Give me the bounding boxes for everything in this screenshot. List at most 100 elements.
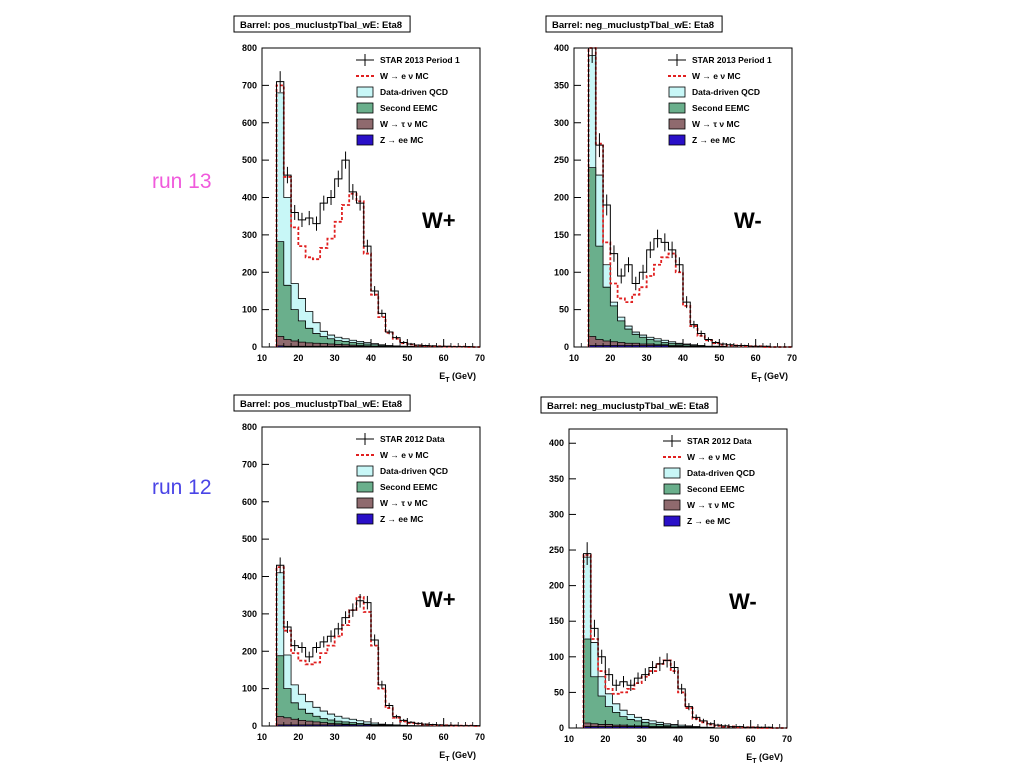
x-tick-label: 40 — [673, 734, 683, 744]
legend-label-qcd: Data-driven QCD — [692, 87, 760, 97]
big-w-label: W+ — [422, 208, 456, 233]
title-box — [540, 396, 718, 414]
legend-label-qcd: Data-driven QCD — [687, 468, 755, 478]
title-box — [233, 15, 411, 33]
y-tick-label: 350 — [549, 474, 564, 484]
x-tick-label: 10 — [257, 732, 267, 742]
x-axis-label: ET (GeV) — [751, 371, 788, 384]
y-tick-label: 50 — [554, 687, 564, 697]
legend-label-tau: W → τ ν MC — [692, 119, 740, 129]
x-axis-label: ET (GeV) — [746, 752, 783, 765]
legend-swatch-eemc — [356, 481, 374, 493]
x-tick-label: 30 — [330, 732, 340, 742]
x-tick-label: 50 — [714, 353, 724, 363]
x-tick-label: 50 — [402, 732, 412, 742]
legend-swatch-qcd — [663, 467, 681, 479]
legend-label-data: STAR 2012 Data — [687, 436, 752, 446]
y-tick-label: 0 — [559, 723, 564, 733]
chart-title: Barrel: neg_muclustpTbal_wE: Eta8 — [547, 401, 709, 412]
chart-title: Barrel: neg_muclustpTbal_wE: Eta8 — [552, 20, 714, 31]
x-tick-label: 70 — [787, 353, 797, 363]
legend-swatch-eemc — [668, 102, 686, 114]
y-tick-label: 200 — [242, 646, 257, 656]
legend-label-zee: Z → ee MC — [687, 516, 730, 526]
y-tick-label: 400 — [549, 438, 564, 448]
run-label-12: run 12 — [152, 476, 212, 499]
legend-label-qcd: Data-driven QCD — [380, 466, 448, 476]
y-tick-label: 100 — [242, 305, 257, 315]
legend-label-data: STAR 2013 Period 1 — [692, 55, 772, 65]
histogram-neg-run13: Barrel: neg_muclustpTbal_wE: Eta8 10 20 30 4… — [545, 15, 797, 384]
big-w-label: W+ — [422, 587, 456, 612]
legend-swatch-eemc — [356, 102, 374, 114]
legend-label-eemc: Second EEMC — [380, 482, 438, 492]
y-tick-label: 200 — [554, 193, 569, 203]
legend-label-eemc: Second EEMC — [687, 484, 745, 494]
legend-swatch-qcd — [356, 86, 374, 98]
legend-swatch-zee — [668, 134, 686, 146]
legend-label-zee: Z → ee MC — [380, 135, 423, 145]
y-tick-label: 400 — [242, 572, 257, 582]
y-tick-label: 0 — [564, 342, 569, 352]
y-tick-label: 200 — [242, 267, 257, 277]
x-tick-label: 40 — [366, 732, 376, 742]
y-tick-label: 0 — [252, 721, 257, 731]
y-tick-label: 700 — [242, 459, 257, 469]
y-tick-label: 350 — [554, 80, 569, 90]
legend-swatch-tau — [356, 118, 374, 130]
legend-label-signal_mc: W → e ν MC — [687, 452, 736, 462]
histogram-pos-run13: Barrel: pos_muclustpTbal_wE: Eta8 10 20 30 4… — [233, 15, 485, 384]
legend-label-signal_mc: W → e ν MC — [692, 71, 741, 81]
y-tick-label: 100 — [242, 684, 257, 694]
legend-swatch-tau — [663, 499, 681, 511]
plot-frame — [261, 426, 481, 727]
y-tick-label: 600 — [242, 497, 257, 507]
x-tick-label: 40 — [366, 353, 376, 363]
x-axis-label: ET (GeV) — [439, 371, 476, 384]
title-box — [233, 394, 411, 412]
x-tick-label: 20 — [600, 734, 610, 744]
y-tick-label: 500 — [242, 534, 257, 544]
x-tick-label: 60 — [746, 734, 756, 744]
y-tick-label: 800 — [242, 43, 257, 53]
y-tick-label: 0 — [252, 342, 257, 352]
y-tick-label: 250 — [554, 155, 569, 165]
x-tick-label: 60 — [751, 353, 761, 363]
x-tick-label: 10 — [569, 353, 579, 363]
signal-mc-line — [582, 554, 787, 729]
legend-label-zee: Z → ee MC — [692, 135, 735, 145]
x-tick-label: 70 — [475, 732, 485, 742]
legend-label-tau: W → τ ν MC — [380, 498, 428, 508]
chart-title: Barrel: pos_muclustpTbal_wE: Eta8 — [240, 399, 402, 410]
legend-label-signal_mc: W → e ν MC — [380, 450, 429, 460]
legend-swatch-zee — [663, 515, 681, 527]
x-tick-label: 30 — [642, 353, 652, 363]
legend-label-data: STAR 2012 Data — [380, 434, 445, 444]
legend-swatch-qcd — [356, 465, 374, 477]
y-tick-label: 100 — [549, 652, 564, 662]
y-tick-label: 150 — [554, 230, 569, 240]
legend-label-signal_mc: W → e ν MC — [380, 71, 429, 81]
legend-label-eemc: Second EEMC — [692, 103, 750, 113]
chart-title: Barrel: pos_muclustpTbal_wE: Eta8 — [240, 20, 402, 31]
legend-swatch-eemc — [663, 483, 681, 495]
x-tick-label: 30 — [330, 353, 340, 363]
y-tick-label: 200 — [549, 581, 564, 591]
y-tick-label: 700 — [242, 80, 257, 90]
legend-swatch-tau — [356, 497, 374, 509]
big-w-label: W- — [729, 589, 757, 614]
histogram-neg-run12: Barrel: neg_muclustpTbal_wE: Eta8 10 20 30 4… — [540, 396, 792, 765]
x-axis-label: ET (GeV) — [439, 750, 476, 763]
legend-swatch-zee — [356, 134, 374, 146]
y-tick-label: 50 — [559, 305, 569, 315]
y-tick-label: 150 — [549, 616, 564, 626]
legend-label-tau: W → τ ν MC — [380, 119, 428, 129]
x-tick-label: 20 — [605, 353, 615, 363]
x-tick-label: 40 — [678, 353, 688, 363]
x-tick-label: 10 — [564, 734, 574, 744]
legend-label-tau: W → τ ν MC — [687, 500, 735, 510]
x-tick-label: 70 — [782, 734, 792, 744]
y-tick-label: 300 — [242, 230, 257, 240]
x-tick-label: 20 — [293, 353, 303, 363]
x-tick-label: 70 — [475, 353, 485, 363]
